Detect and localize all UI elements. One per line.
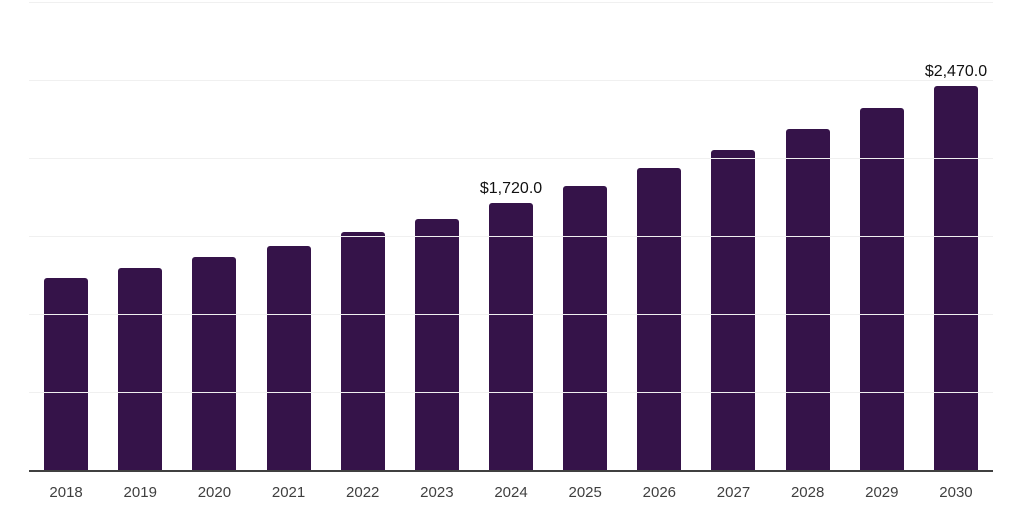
bar-column-2029: [845, 3, 919, 471]
x-tick-2019: 2019: [123, 484, 157, 501]
x-tick-2024: 2024: [494, 484, 528, 501]
x-axis-tick-labels: 2018 2019 2020 2021 2022 2023 2024 2025 2026 2027…: [29, 484, 993, 502]
x-tick-2022: 2022: [346, 484, 380, 501]
bar-column-2022: [326, 3, 400, 471]
bar-2022: [340, 232, 385, 471]
bar-column-2018: [29, 3, 103, 471]
x-tick-2030: 2030: [939, 484, 973, 501]
bar-column-2019: [103, 3, 177, 471]
bar-2028: [785, 129, 830, 471]
gridline-1000: [29, 314, 993, 316]
x-tick-2021: 2021: [271, 484, 306, 501]
x-tick-2018: 2018: [49, 484, 83, 501]
value-label-2030: $2,470.0: [924, 62, 988, 80]
gridline-1500: [29, 236, 993, 237]
x-tick-2028: 2028: [790, 484, 825, 501]
plot-area: $1,720.0 $2,470.0: [29, 2, 993, 471]
value-label-2024: $1,720.0: [479, 179, 543, 197]
bar-2025: [563, 186, 608, 471]
bar-column-2030: $2,470.0: [919, 3, 993, 471]
bar-2021: [266, 245, 311, 471]
bar-column-2025: [548, 3, 622, 471]
x-tick-2023: 2023: [420, 484, 454, 501]
bar-2029: [859, 107, 904, 471]
bar-chart: $1,720.0 $2,470.0 2018 2019 2020 2021 2022 202…: [29, 0, 993, 512]
bar-column-2027: [696, 3, 770, 471]
bar-2023: [414, 219, 459, 471]
gridline-2500: [29, 80, 993, 81]
bar-2019: [118, 268, 163, 471]
bar-2026: [637, 168, 682, 471]
bar-column-2023: [400, 3, 474, 471]
bar-2020: [192, 257, 237, 471]
bar-column-2028: [771, 3, 845, 471]
gridline-2000: [29, 158, 993, 160]
gridline-3000: [29, 2, 993, 3]
x-tick-2027: 2027: [716, 484, 751, 501]
x-tick-2026: 2026: [642, 484, 677, 501]
bar-2030: [933, 85, 978, 471]
x-axis-line: [29, 470, 993, 472]
bar-column-2026: [622, 3, 696, 471]
gridline-500: [29, 392, 993, 394]
bar-2024: [489, 202, 534, 471]
x-tick-2025: 2025: [568, 484, 602, 501]
bar-column-2020: [177, 3, 251, 471]
bar-2027: [711, 149, 756, 471]
bar-column-2024: $1,720.0: [474, 3, 548, 471]
x-tick-2029: 2029: [865, 484, 899, 501]
bar-columns: $1,720.0 $2,470.0: [29, 3, 993, 471]
bar-2018: [44, 277, 89, 471]
bar-column-2021: [251, 3, 325, 471]
x-tick-2020: 2020: [197, 484, 232, 501]
